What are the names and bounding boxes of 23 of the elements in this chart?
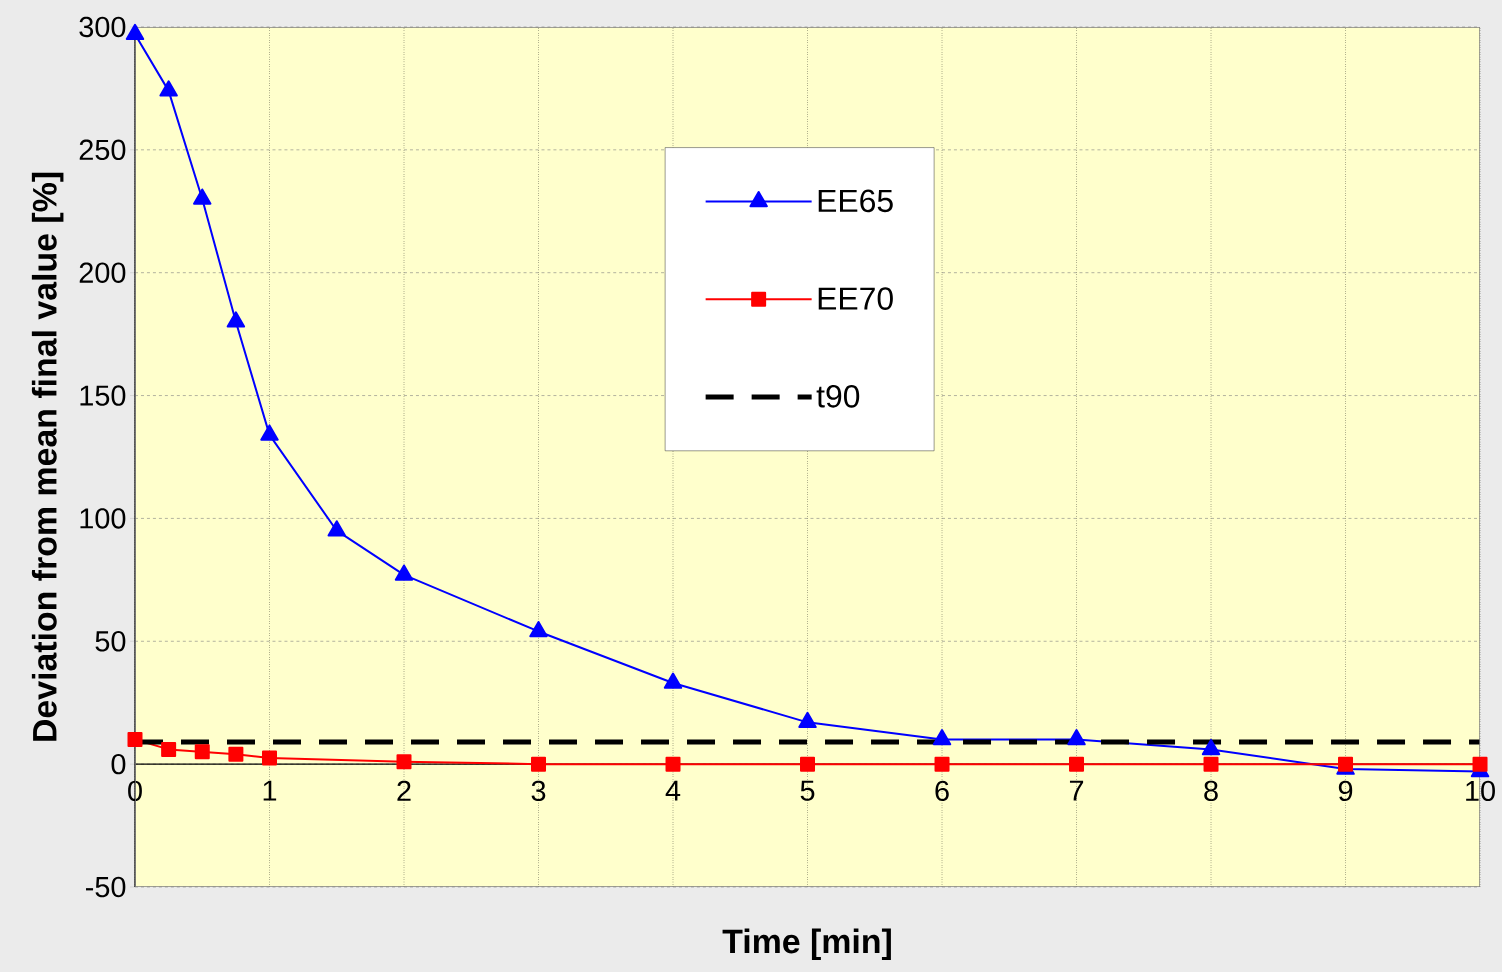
legend-label: t90	[816, 385, 860, 408]
x-tick-label: 4	[665, 780, 681, 801]
y-tick-label: 50	[95, 631, 126, 652]
y-tick-label: 100	[80, 508, 126, 529]
x-tick-label: 10	[1466, 780, 1495, 802]
legend-label: EE70	[818, 287, 893, 310]
x-tick-label: 8	[1204, 780, 1218, 802]
x-tick-label: 7	[1069, 780, 1084, 801]
x-axis-title: Time [min]	[722, 928, 891, 961]
x-tick-label: 3	[531, 780, 546, 802]
y-axis-title: Deviation from mean final value [%]	[31, 172, 64, 741]
x-tick-label: 6	[935, 780, 949, 802]
x-tick-label: 9	[1338, 780, 1353, 802]
y-tick-label: 200	[79, 262, 126, 283]
legend-label: EE65	[818, 189, 893, 213]
x-tick-label: 1	[263, 780, 277, 801]
x-tick-label: 2	[397, 780, 411, 801]
x-tick-label: 5	[800, 780, 815, 801]
y-tick-label: 250	[79, 139, 126, 161]
y-tick-label: 150	[80, 385, 126, 406]
y-tick-label: 300	[79, 16, 126, 38]
y-tick-label: 0	[111, 753, 126, 775]
y-tick-label: -50	[86, 876, 126, 898]
